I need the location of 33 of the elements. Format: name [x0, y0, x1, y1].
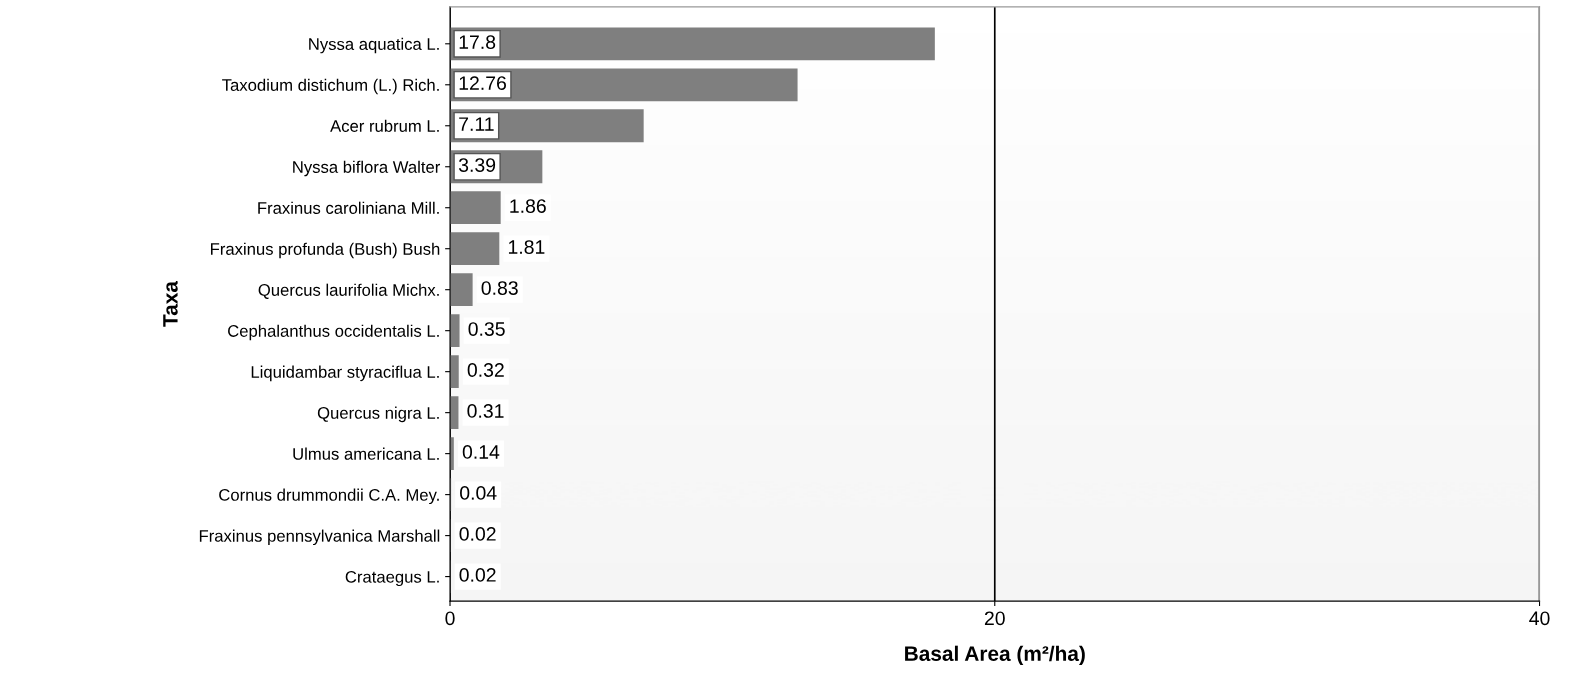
data-label: 12.76: [459, 76, 506, 90]
data-label: 1.81: [508, 240, 545, 254]
data-label: 0.02: [459, 568, 496, 582]
data-label: 0.14: [462, 445, 500, 459]
y-tick-label: Crataegus L.: [345, 570, 439, 587]
data-label: 1.86: [510, 199, 546, 213]
y-tick-label: Cornus drummondii C.A. Mey.: [219, 488, 439, 505]
data-label: 0.04: [460, 486, 497, 500]
y-axis-title: Taxa: [163, 280, 178, 327]
y-tick-label: Taxodium distichum (L.) Rich.: [222, 78, 439, 95]
y-tick-label: Fraxinus pennsylvanica Marshall: [199, 529, 440, 546]
y-tick-label: Quercus nigra L.: [317, 406, 439, 423]
y-tick-label: Liquidambar styraciflua L.: [251, 365, 439, 382]
y-tick-label: Quercus laurifolia Michx.: [258, 283, 439, 299]
data-label: 0.32: [467, 363, 504, 377]
x-tick-label: 0: [445, 611, 455, 626]
data-label: 3.39: [458, 158, 496, 172]
data-label: 0.35: [468, 322, 505, 336]
data-label: 7.11: [459, 117, 494, 131]
x-tick-label: 20: [984, 611, 1005, 626]
x-axis-title: Basal Area (m²/ha): [905, 645, 1085, 666]
y-tick-label: Nyssa biflora Walter: [293, 160, 441, 177]
y-tick-label: Acer rubrum L.: [330, 119, 439, 132]
y-tick-label: Fraxinus profunda (Bush) Bush: [211, 242, 440, 259]
data-label: 0.83: [481, 281, 518, 295]
data-label: 0.31: [467, 404, 504, 418]
x-tick-label: 40: [1529, 611, 1550, 626]
data-label: 0.02: [459, 527, 496, 541]
y-tick-label: Ulmus americana L.: [293, 447, 439, 460]
data-label: 17.8: [459, 35, 496, 50]
y-tick-label: Nyssa aquatica L.: [309, 37, 439, 54]
y-tick-label: Fraxinus caroliniana Mill.: [258, 201, 439, 214]
y-tick-label: Cephalanthus occidentalis L.: [228, 324, 439, 341]
